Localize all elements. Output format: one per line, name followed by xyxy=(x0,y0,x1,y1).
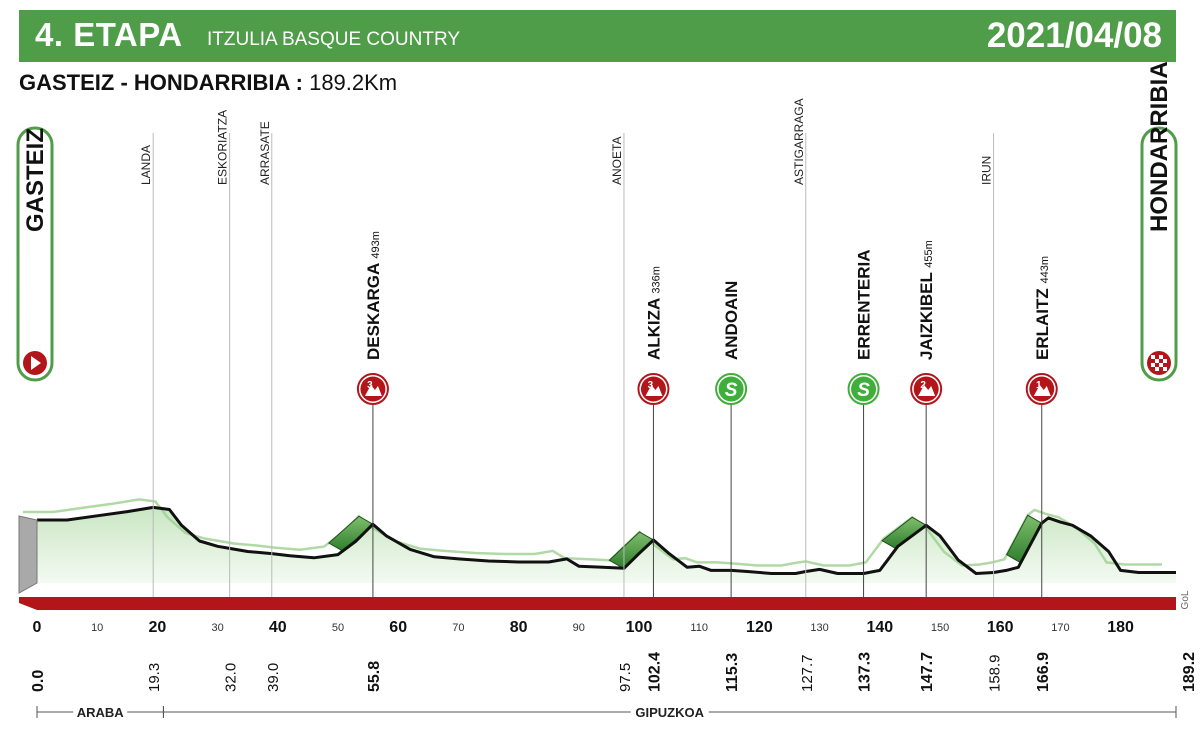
finish-badge-name: HONDARRIBIA xyxy=(1146,61,1173,232)
profile-side-wall xyxy=(18,515,38,594)
sprint-label: ERRENTERIA xyxy=(855,249,874,360)
town-label: ESKORIATZA xyxy=(216,110,230,185)
town-km-label: 39.0 xyxy=(265,663,282,692)
x-tick-minor: 70 xyxy=(452,622,464,634)
climb-altitude: 455m xyxy=(923,240,935,268)
sprint-km-label: 137.3 xyxy=(857,652,874,692)
profile-back-edge xyxy=(23,498,1162,567)
profile-line xyxy=(37,505,1176,575)
sprint-icon-label: S xyxy=(857,380,870,401)
x-tick-minor: 30 xyxy=(211,622,223,634)
climb-category-label: 3 xyxy=(648,380,654,391)
start-play-icon xyxy=(31,356,41,370)
x-tick-minor: 90 xyxy=(573,622,585,634)
climb-name: DESKARGA xyxy=(364,259,383,360)
sprint-label: ANDOAIN xyxy=(722,281,741,360)
x-tick-major: 80 xyxy=(510,619,528,636)
x-tick-minor: 50 xyxy=(332,622,344,634)
credit-label: GoL xyxy=(1180,590,1191,609)
climb-label: ALKIZA 336m xyxy=(644,266,663,360)
region-label-bg xyxy=(630,704,709,720)
town-km-label: 158.9 xyxy=(987,654,1004,692)
x-tick-minor: 110 xyxy=(690,622,708,634)
x-tick-major: 180 xyxy=(1107,619,1134,636)
x-tick-minor: 10 xyxy=(91,622,103,634)
climb-category-icon: 2 xyxy=(910,373,943,405)
town-km-label: 32.0 xyxy=(223,663,240,692)
x-tick-major: 120 xyxy=(746,619,773,636)
town-km-label: 127.7 xyxy=(799,654,816,692)
sprint-icon: S xyxy=(715,373,748,405)
climb-category-icon: 3 xyxy=(637,373,670,405)
climb-category-label: 2 xyxy=(920,380,926,391)
x-tick-minor: 130 xyxy=(810,622,828,634)
climb-km-label: 102.4 xyxy=(646,652,663,692)
town-label: LANDA xyxy=(139,145,153,185)
route-title: GASTEIZ - HONDARRIBIA : 189.2Km xyxy=(19,70,397,96)
sprint-km-label: 115.3 xyxy=(724,653,741,692)
climb-category-label: 3 xyxy=(367,380,373,391)
climb-name: JAIZKIBEL xyxy=(917,268,936,360)
race-name: ITZULIA BASQUE COUNTRY xyxy=(207,29,461,50)
climb-km-label: 147.7 xyxy=(919,652,936,692)
base-band xyxy=(19,597,1176,610)
start-badge xyxy=(16,126,54,382)
start-badge-name: GASTEIZ xyxy=(22,128,49,232)
climb-km-label: 166.9 xyxy=(1035,652,1052,692)
route-distance: 189.2Km xyxy=(309,70,398,95)
finish-flag-icon xyxy=(1151,355,1167,371)
header-bar: 4. ETAPA ITZULIA BASQUE COUNTRY 2021/04/… xyxy=(19,10,1176,62)
x-tick-major: 100 xyxy=(626,619,653,636)
climb-altitude: 443m xyxy=(1039,256,1051,284)
x-tick-major: 140 xyxy=(866,619,893,636)
climb-name: ERLAITZ xyxy=(1033,284,1052,361)
climb-category-label: 1 xyxy=(1036,380,1042,391)
climb-category-icon: 3 xyxy=(356,373,389,405)
start-km-label: 0.0 xyxy=(30,670,47,692)
climb-label: ERLAITZ 443m xyxy=(1033,256,1052,360)
climb-label: JAIZKIBEL 455m xyxy=(917,240,936,360)
climb-km-label: 55.8 xyxy=(366,661,383,692)
stage-number: 4. ETAPA xyxy=(35,16,183,53)
climb-category-icon: 1 xyxy=(1025,373,1058,405)
region-label: GIPUZKOA xyxy=(635,705,704,720)
x-tick-major: 160 xyxy=(987,619,1014,636)
town-label: ASTIGARRAGA xyxy=(792,98,806,185)
climb-altitude: 336m xyxy=(650,266,662,294)
region-label-bg xyxy=(73,704,128,720)
town-label: ANOETA xyxy=(610,137,624,185)
climb-name: ALKIZA xyxy=(644,294,663,360)
route-name: GASTEIZ - HONDARRIBIA : xyxy=(19,70,303,95)
x-tick-minor: 150 xyxy=(931,622,949,634)
town-label: IRUN xyxy=(980,156,994,185)
x-tick-major: 0 xyxy=(33,619,42,636)
x-tick-major: 60 xyxy=(389,619,407,636)
stage-date: 2021/04/08 xyxy=(986,16,1162,55)
town-km-label: 19.3 xyxy=(146,663,163,692)
climb-altitude: 493m xyxy=(370,231,382,259)
town-km-label: 97.5 xyxy=(617,663,634,692)
finish-badge xyxy=(1140,126,1178,382)
climb-label: DESKARGA 493m xyxy=(364,231,383,360)
sprint-icon: S xyxy=(847,373,880,405)
region-label: ARABA xyxy=(77,705,125,720)
sprint-icon-label: S xyxy=(725,380,738,401)
x-tick-major: 20 xyxy=(149,619,167,636)
x-tick-minor: 170 xyxy=(1051,622,1069,634)
profile-area xyxy=(37,507,1176,583)
finish-km-label: 189.2 xyxy=(1181,652,1198,692)
x-tick-major: 40 xyxy=(269,619,287,636)
town-label: ARRASATE xyxy=(258,121,272,185)
